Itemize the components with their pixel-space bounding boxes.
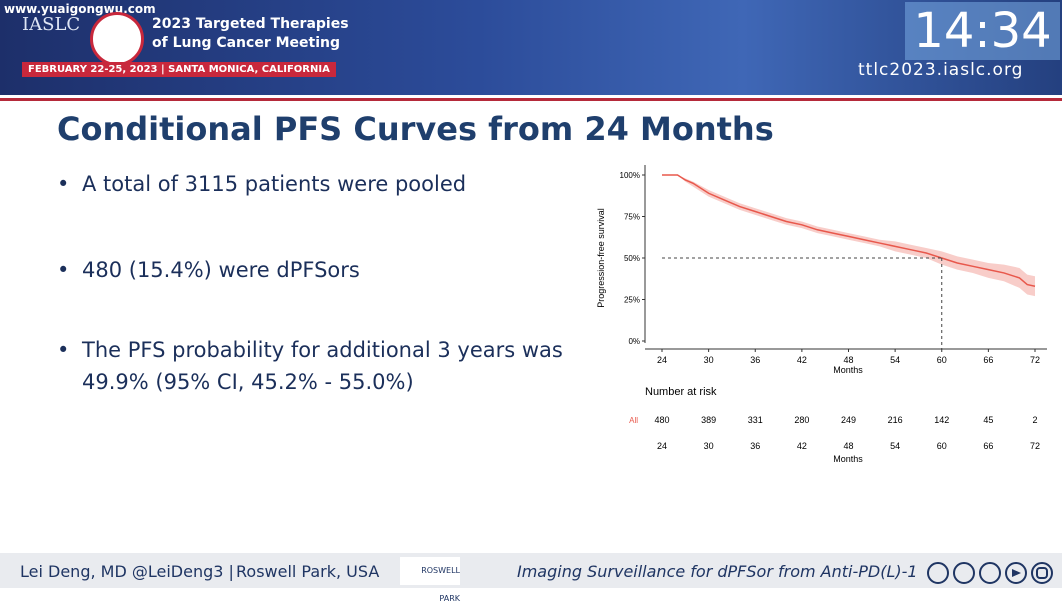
x-tick-label: 24 bbox=[657, 441, 667, 451]
meeting-line: 2023 Targeted Therapies bbox=[152, 16, 349, 32]
x-tick-label: 54 bbox=[890, 355, 900, 365]
logo: IASLC bbox=[22, 14, 81, 35]
x-tick-label: 66 bbox=[983, 441, 993, 451]
risk-title: Number at risk bbox=[645, 386, 717, 398]
slide-title: Conditional PFS Curves from 24 Months bbox=[57, 110, 774, 148]
x-tick-label: 42 bbox=[797, 441, 807, 451]
page: www.yuaigongwu.com IASLC 2023 Targeted T… bbox=[0, 0, 1062, 588]
x-tick-label: 60 bbox=[937, 441, 947, 451]
x-tick-label: 24 bbox=[657, 355, 667, 365]
bullet: A total of 3115 patients were pooled bbox=[57, 168, 582, 200]
risk-value: 2 bbox=[1032, 415, 1037, 425]
bullet: The PFS probability for additional 3 yea… bbox=[57, 334, 582, 398]
risk-label: All bbox=[629, 416, 638, 425]
meeting-line: of Lung Cancer Meeting bbox=[152, 35, 340, 51]
x-tick-label: 30 bbox=[704, 355, 714, 365]
logo-icon bbox=[90, 12, 144, 66]
dates: FEBRUARY 22-25, 2023 | SANTA MONICA, CAL… bbox=[22, 62, 336, 77]
url: ttlc2023.iaslc.org bbox=[858, 60, 1024, 80]
x-tick-label: 72 bbox=[1030, 355, 1040, 365]
y-tick-label: 75% bbox=[624, 213, 640, 222]
x-tick-label: 54 bbox=[890, 441, 900, 451]
x-tick-label: 42 bbox=[797, 355, 807, 365]
x-tick-label: 60 bbox=[937, 355, 947, 365]
x-tick-label: 36 bbox=[750, 441, 760, 451]
y-tick-label: 0% bbox=[628, 337, 640, 346]
risk-value: 45 bbox=[983, 415, 993, 425]
risk-value: 280 bbox=[794, 415, 809, 425]
y-tick-label: 50% bbox=[624, 254, 640, 263]
footer-logo: ROSWELL PARK bbox=[400, 557, 460, 603]
timer: 14:34 bbox=[905, 2, 1060, 60]
talk-title: Imaging Surveillance for dPFSor from Ant… bbox=[517, 562, 918, 581]
x-tick-label: 36 bbox=[750, 355, 760, 365]
x-axis-label: Months bbox=[833, 454, 863, 464]
y-tick-label: 100% bbox=[620, 171, 640, 180]
ci-band bbox=[662, 175, 1035, 297]
x-axis-label: Months bbox=[833, 365, 863, 375]
survival-line bbox=[662, 174, 1036, 287]
risk-value: 331 bbox=[748, 415, 763, 425]
x-tick-label: 48 bbox=[843, 441, 853, 451]
affiliation: Roswell Park, USA bbox=[236, 562, 380, 581]
risk-value: 389 bbox=[701, 415, 716, 425]
author: Lei Deng, MD @LeiDeng3 | bbox=[20, 562, 234, 581]
risk-value: 142 bbox=[934, 415, 949, 425]
bullet: 480 (15.4%) were dPFSors bbox=[57, 254, 582, 286]
risk-value: 480 bbox=[654, 415, 669, 425]
y-axis-label: Progression-free survival bbox=[596, 208, 606, 308]
x-tick-label: 30 bbox=[704, 441, 714, 451]
y-tick-label: 25% bbox=[624, 296, 640, 305]
x-tick-label: 72 bbox=[1030, 441, 1040, 451]
header-banner bbox=[0, 0, 1062, 95]
x-tick-label: 66 bbox=[983, 355, 993, 365]
social-icons bbox=[927, 562, 1053, 584]
x-tick-label: 48 bbox=[843, 355, 853, 365]
risk-value: 216 bbox=[888, 415, 903, 425]
chart: Progression-free survival Months Number … bbox=[596, 165, 1047, 464]
risk-value: 249 bbox=[841, 415, 856, 425]
footer bbox=[0, 553, 1062, 588]
divider bbox=[0, 98, 1062, 101]
